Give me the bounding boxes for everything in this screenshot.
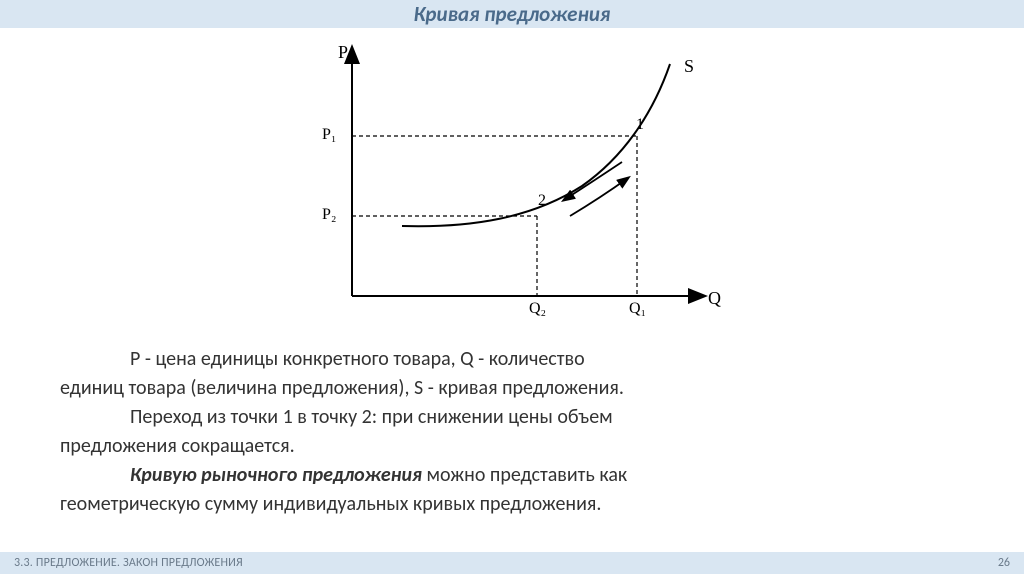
body-text: P - цена единицы конкретного товара, Q -… [0, 336, 1024, 518]
title-bar: Кривая предложения [0, 0, 1024, 28]
p2-line-a: Переход из точки 1 в точку 2: при снижен… [130, 405, 613, 429]
p3-rest: можно представить как [422, 463, 627, 487]
p2-line-b: предложения сокращается. [60, 433, 964, 460]
motion-arrow-up [570, 178, 628, 216]
footer-section: 3.3. ПРЕДЛОЖЕНИЕ. ЗАКОН ПРЕДЛОЖЕНИЯ [14, 556, 243, 570]
point-2-label: 2 [538, 192, 546, 210]
supply-curve-chart: P Q S P₁ P₂ Q₁ Q₂ 1 2 [292, 36, 732, 336]
p1-line-a: P - цена единицы конкретного товара, Q -… [130, 347, 585, 371]
p1-label: P₁ [322, 126, 336, 144]
q2-label: Q₂ [529, 300, 546, 318]
paragraph-1: P - цена единицы конкретного товара, Q -… [60, 346, 964, 373]
footer-bar: 3.3. ПРЕДЛОЖЕНИЕ. ЗАКОН ПРЕДЛОЖЕНИЯ 26 [0, 552, 1024, 574]
supply-curve [402, 64, 670, 226]
paragraph-3: Кривую рыночного предложения можно предс… [60, 462, 964, 489]
chart-svg [292, 36, 732, 336]
point-1-label: 1 [636, 116, 644, 134]
curve-label: S [684, 56, 694, 77]
motion-arrow-down [564, 162, 622, 200]
p3-emph: Кривую рыночного предложения [130, 463, 422, 487]
page-title: Кривая предложения [414, 1, 611, 27]
x-axis-label: Q [708, 288, 721, 309]
y-axis-label: P [338, 42, 348, 63]
p3-line-b: геометрическую сумму индивидуальных крив… [60, 491, 964, 518]
paragraph-2: Переход из точки 1 в точку 2: при снижен… [60, 404, 964, 431]
p2-label: P₂ [322, 206, 336, 224]
page-number: 26 [998, 556, 1010, 570]
p1-line-b: единиц товара (величина предложения), S … [60, 375, 964, 402]
q1-label: Q₁ [629, 300, 646, 318]
